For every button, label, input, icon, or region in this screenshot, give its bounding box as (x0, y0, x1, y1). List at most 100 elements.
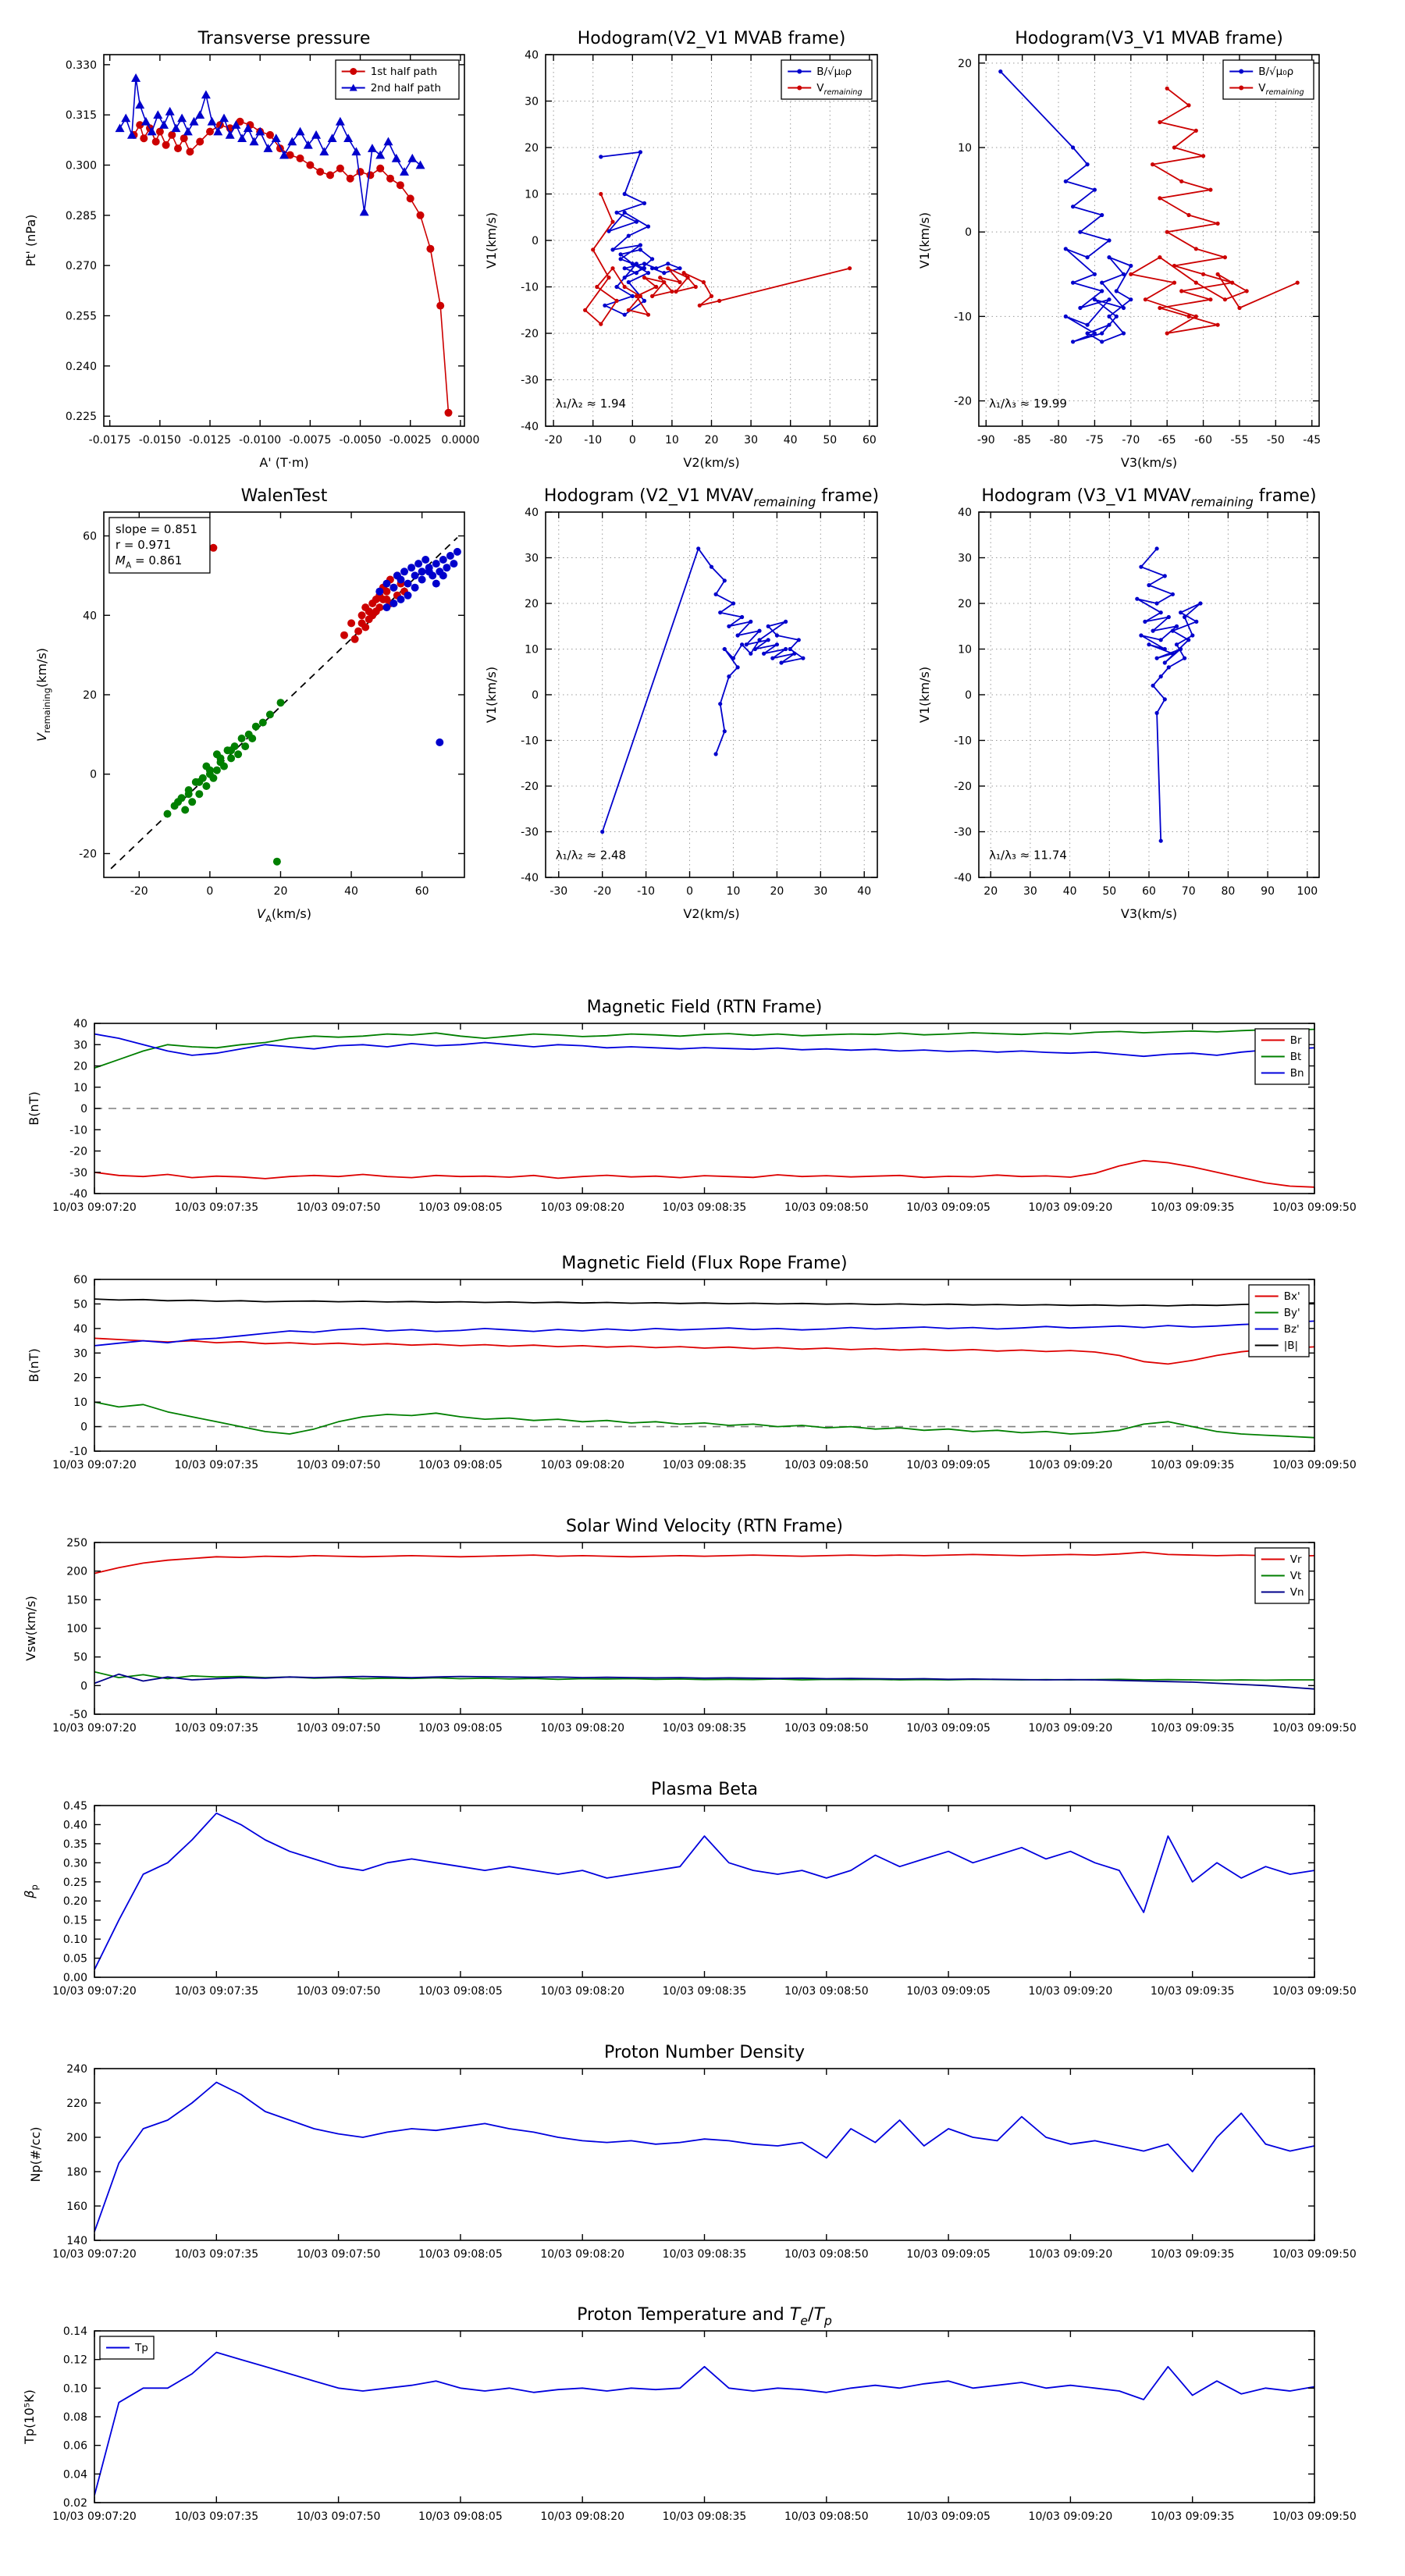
x-tick-label: 20 (274, 885, 288, 898)
x-tick-label: 10/03 09:09:05 (906, 1201, 991, 1214)
marker (1085, 331, 1090, 336)
y-axis-label: B(nT) (27, 1091, 41, 1125)
marker (599, 322, 603, 326)
x-tick-label: 10/03 09:09:20 (1029, 2248, 1113, 2261)
plot-area (979, 55, 1319, 426)
y-tick-label: 50 (73, 1652, 87, 1664)
x-tick-label: 10/03 09:08:20 (540, 2510, 624, 2523)
x-tick-label: 10/03 09:08:35 (663, 1985, 747, 1998)
marker (735, 633, 740, 638)
series-np (94, 2081, 1315, 2233)
marker (436, 301, 445, 310)
y-tick-label: 0.45 (63, 1800, 87, 1813)
marker (1129, 272, 1133, 276)
marker (183, 126, 193, 136)
marker (646, 312, 651, 317)
x-tick-label: 60 (415, 885, 429, 898)
series-vr (94, 1551, 1315, 1574)
marker (779, 660, 784, 665)
marker (1174, 624, 1179, 628)
marker (439, 556, 447, 564)
y-tick-label: 20 (83, 689, 97, 702)
marker (642, 201, 647, 205)
marker (1085, 255, 1090, 260)
legend-box (335, 59, 460, 100)
chart-title: Transverse pressure (197, 29, 371, 48)
marker (1092, 331, 1097, 336)
marker (1186, 638, 1191, 642)
y-tick-label: -20 (521, 781, 539, 793)
x-axis-label: V2(km/s) (683, 906, 739, 921)
x-axis-label: VA(km/s) (257, 906, 311, 924)
marker (1158, 638, 1163, 642)
marker (1092, 272, 1097, 276)
y-tick-label: 40 (525, 49, 539, 62)
marker (1139, 564, 1144, 569)
x-tick-label: 10/03 09:07:20 (52, 1985, 137, 1998)
marker (271, 133, 281, 143)
marker (1063, 179, 1068, 183)
legend-label: Bt (1290, 1051, 1302, 1063)
legend-marker (797, 69, 802, 74)
y-tick-label: -10 (954, 311, 972, 323)
chart-title: Proton Temperature and Te/Tp (577, 2305, 832, 2329)
marker (713, 592, 718, 596)
chart-plasma_beta: 10/03 09:07:20 10/03 09:07:35 10/03 09:07:… (22, 1780, 1357, 1998)
marker (397, 595, 405, 603)
marker (219, 113, 229, 123)
marker (1179, 610, 1183, 615)
marker (1215, 221, 1220, 226)
x-tick-label: 10/03 09:08:05 (418, 1985, 503, 1998)
marker (718, 702, 723, 706)
x-tick-label: 0 (686, 885, 693, 898)
marker (749, 619, 753, 624)
x-tick-label: 10/03 09:07:50 (297, 2248, 381, 2261)
marker (1179, 646, 1183, 652)
marker (618, 252, 623, 257)
marker (1193, 314, 1198, 318)
x-tick-label: 10/03 09:08:20 (540, 1201, 624, 1214)
legend-label: Vremaining (1258, 82, 1304, 97)
x-tick-label: -60 (1194, 434, 1212, 447)
marker (1154, 656, 1159, 660)
marker (622, 276, 627, 280)
x-tick-label: 10/03 09:07:50 (297, 1459, 381, 1471)
marker (654, 266, 659, 271)
marker (212, 766, 221, 774)
marker (389, 583, 398, 592)
x-tick-label: 10/03 09:09:20 (1029, 1722, 1113, 1735)
annotation: λ₁/λ₃ ≈ 19.99 (989, 397, 1067, 411)
x-tick-label: 10/03 09:09:20 (1029, 1985, 1113, 1998)
marker (383, 137, 393, 146)
y-tick-label: -40 (954, 872, 972, 884)
legend-marker (349, 84, 357, 91)
series-bn (94, 1033, 1315, 1058)
marker (1151, 162, 1155, 167)
x-tick-label: 10/03 09:07:35 (174, 1459, 258, 1471)
marker (630, 294, 635, 298)
marker (626, 308, 631, 312)
marker (414, 560, 423, 568)
marker (296, 154, 304, 162)
marker (206, 127, 214, 136)
plot-area (94, 1806, 1314, 1977)
x-tick-label: 0 (629, 434, 636, 447)
x-tick-label: 10/03 09:08:20 (540, 2248, 624, 2261)
chart-hodogram_v2v1_mvav: -30 -20 -10 0 10 20 30 40 -40 -30 -20 -10 0 10 20 30 40 H… (484, 486, 879, 921)
marker (126, 130, 137, 139)
x-tick-label: -50 (1267, 434, 1285, 447)
axes-spines (103, 54, 465, 427)
marker (306, 161, 315, 169)
marker (1208, 187, 1213, 192)
x-tick-label: 10/03 09:08:35 (663, 1201, 747, 1214)
marker (391, 153, 401, 162)
marker (1172, 145, 1177, 150)
marker (404, 579, 412, 588)
marker (237, 133, 247, 143)
marker (436, 738, 444, 746)
marker (1166, 614, 1171, 620)
y-tick-label: 0 (90, 769, 97, 781)
marker (774, 633, 780, 638)
chart-title: WalenTest (241, 486, 328, 506)
